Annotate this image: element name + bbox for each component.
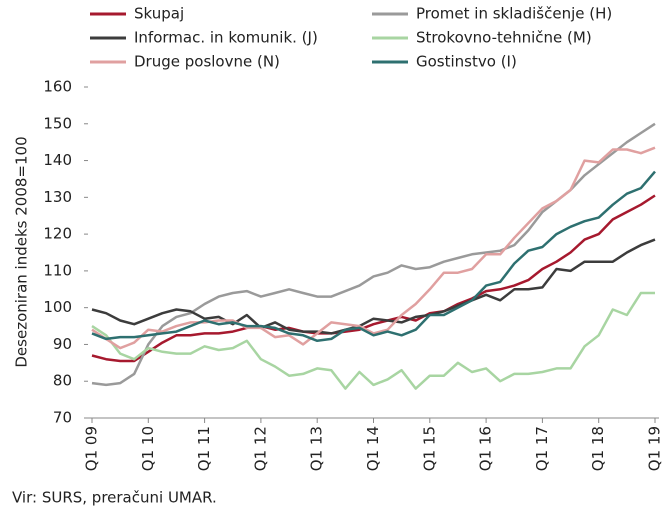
- y-tick-label: 160: [43, 78, 72, 96]
- series-line: [91, 122, 656, 387]
- y-tick-label: 90: [53, 335, 72, 353]
- x-tick-label: Q1 18: [589, 426, 607, 471]
- y-tick-label: 150: [43, 114, 72, 132]
- y-axis-label: Desezoniran indeks 2008=100: [13, 136, 31, 367]
- legend-label: Gostinstvo (I): [416, 53, 517, 71]
- y-tick-label: 130: [43, 188, 72, 206]
- source-note: Vir: SURS, preračuni UMAR.: [12, 489, 217, 507]
- series-line: [91, 291, 655, 390]
- x-tick-label: Q1 10: [139, 426, 157, 471]
- x-tick-label: Q1 16: [477, 426, 495, 471]
- series-line: [91, 146, 656, 350]
- y-tick-label: 100: [43, 298, 72, 316]
- series-line: [91, 170, 656, 343]
- legend-label: Informac. in komunik. (J): [134, 29, 318, 47]
- y-tick-label: 80: [53, 372, 72, 390]
- x-tick-label: Q1 11: [195, 426, 213, 471]
- y-tick-label: 110: [43, 261, 72, 279]
- x-tick-label: Q1 14: [364, 426, 382, 471]
- legend-label: Promet in skladiščenje (H): [416, 5, 612, 23]
- x-tick-label: Q1 12: [251, 426, 269, 471]
- legend-label: Druge poslovne (N): [134, 53, 280, 71]
- x-tick-label: Q1 15: [420, 426, 438, 471]
- legend-label: Skupaj: [134, 5, 184, 23]
- x-tick-label: Q1 19: [646, 426, 664, 471]
- y-tick-label: 70: [53, 409, 72, 427]
- y-tick-label: 120: [43, 225, 72, 243]
- x-tick-label: Q1 13: [308, 426, 326, 471]
- y-tick-label: 140: [43, 151, 72, 169]
- legend-label: Strokovno-tehnične (M): [416, 29, 592, 47]
- series-line: [91, 238, 656, 335]
- x-tick-label: Q1 09: [83, 426, 101, 471]
- x-tick-label: Q1 17: [533, 426, 551, 471]
- series-line: [91, 194, 656, 363]
